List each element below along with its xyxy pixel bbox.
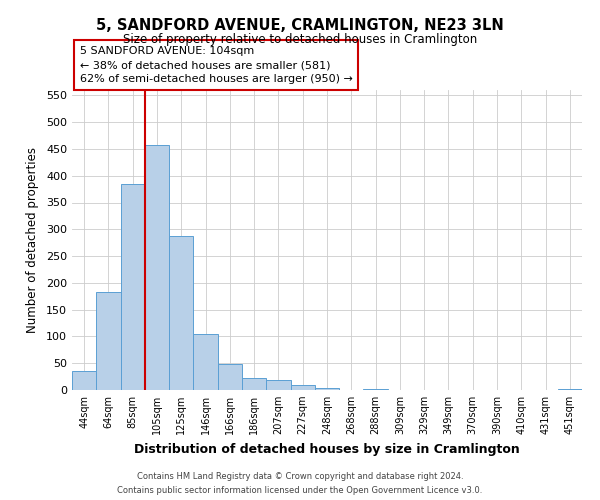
Bar <box>145 144 169 390</box>
X-axis label: Distribution of detached houses by size in Cramlington: Distribution of detached houses by size … <box>134 442 520 456</box>
Bar <box>121 184 145 390</box>
Text: 5, SANDFORD AVENUE, CRAMLINGTON, NE23 3LN: 5, SANDFORD AVENUE, CRAMLINGTON, NE23 3L… <box>96 18 504 32</box>
Bar <box>218 364 242 390</box>
Text: Size of property relative to detached houses in Cramlington: Size of property relative to detached ho… <box>123 32 477 46</box>
Bar <box>266 380 290 390</box>
Bar <box>72 371 96 390</box>
Text: Contains HM Land Registry data © Crown copyright and database right 2024.: Contains HM Land Registry data © Crown c… <box>137 472 463 481</box>
Bar <box>558 389 582 390</box>
Bar <box>169 236 193 390</box>
Text: 5 SANDFORD AVENUE: 104sqm
← 38% of detached houses are smaller (581)
62% of semi: 5 SANDFORD AVENUE: 104sqm ← 38% of detac… <box>80 46 353 84</box>
Bar <box>290 384 315 390</box>
Bar <box>193 334 218 390</box>
Bar <box>242 378 266 390</box>
Text: Contains public sector information licensed under the Open Government Licence v3: Contains public sector information licen… <box>118 486 482 495</box>
Y-axis label: Number of detached properties: Number of detached properties <box>26 147 39 333</box>
Bar <box>364 389 388 390</box>
Bar <box>315 388 339 390</box>
Bar <box>96 292 121 390</box>
